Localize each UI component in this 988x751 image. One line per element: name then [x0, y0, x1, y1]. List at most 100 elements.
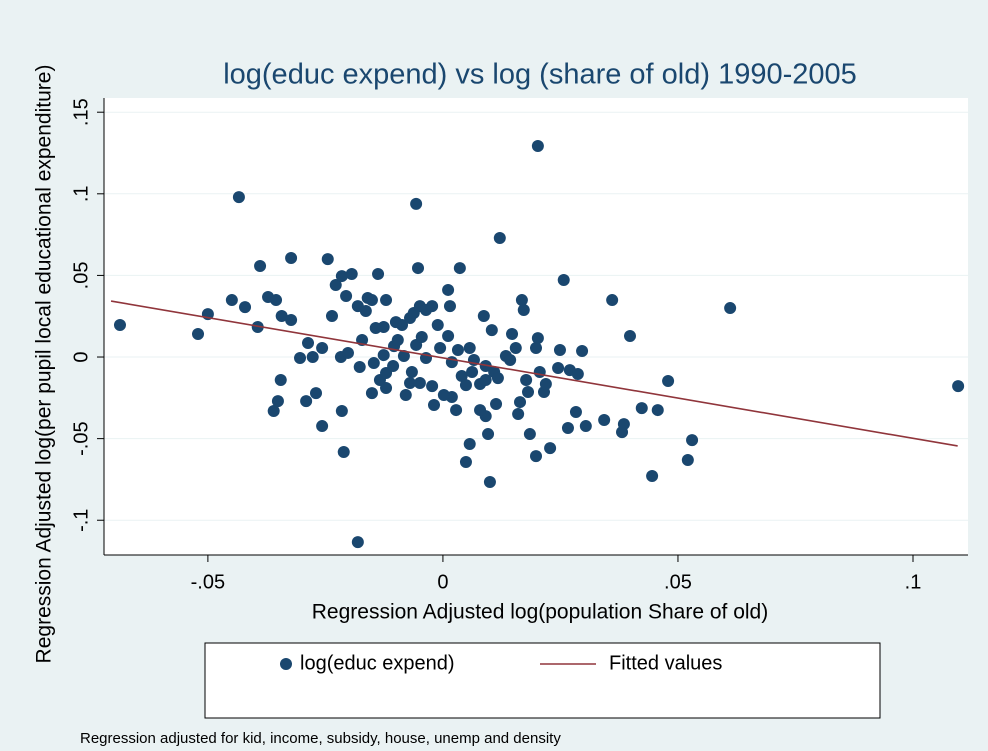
- point: [539, 377, 552, 390]
- point: [412, 262, 425, 275]
- point: [232, 191, 245, 204]
- point: [275, 310, 288, 323]
- point: [442, 283, 455, 296]
- x-tick-label: .05: [664, 571, 692, 593]
- point: [341, 346, 354, 359]
- point: [531, 332, 544, 345]
- point: [477, 310, 490, 323]
- point: [482, 428, 495, 441]
- point: [404, 376, 417, 389]
- point: [517, 304, 530, 317]
- chart-title: log(educ expend) vs log (share of old) 1…: [223, 59, 857, 91]
- point: [569, 406, 582, 419]
- point: [271, 395, 284, 408]
- point: [443, 300, 456, 313]
- point: [306, 351, 319, 364]
- point: [267, 405, 280, 418]
- point: [316, 420, 329, 433]
- point: [345, 267, 358, 280]
- point: [113, 319, 126, 332]
- point: [463, 342, 476, 355]
- y-tick-label: .05: [70, 262, 92, 290]
- point: [285, 251, 298, 264]
- point: [372, 267, 385, 280]
- point: [251, 320, 264, 333]
- point: [646, 470, 659, 483]
- point: [380, 382, 393, 395]
- point: [410, 197, 423, 210]
- point: [442, 329, 455, 342]
- point: [413, 376, 426, 389]
- point: [512, 407, 525, 420]
- point: [952, 380, 965, 393]
- point: [474, 404, 487, 417]
- point: [453, 262, 466, 275]
- point: [391, 334, 404, 347]
- point: [662, 375, 675, 388]
- point: [724, 302, 737, 315]
- point: [353, 360, 366, 373]
- legend-label: log(educ expend): [300, 652, 455, 674]
- point: [681, 454, 694, 467]
- point: [651, 404, 664, 417]
- y-tick-label: 0: [70, 351, 92, 362]
- point: [437, 389, 450, 402]
- point: [192, 328, 205, 341]
- x-tick-label: .1: [905, 571, 922, 593]
- point: [479, 374, 492, 387]
- point: [530, 342, 542, 355]
- point: [415, 330, 428, 343]
- y-tick-label: .15: [70, 98, 92, 126]
- point: [335, 270, 348, 283]
- point: [459, 379, 472, 392]
- point: [606, 294, 619, 307]
- point: [515, 294, 528, 307]
- point: [254, 259, 267, 272]
- point: [490, 398, 503, 411]
- point: [479, 359, 492, 372]
- point: [270, 294, 283, 307]
- point: [427, 399, 440, 412]
- legend: [204, 642, 881, 719]
- point: [274, 374, 287, 387]
- point: [459, 455, 472, 468]
- point: [302, 336, 315, 349]
- point: [544, 442, 557, 455]
- point: [451, 344, 464, 357]
- point: [380, 294, 393, 307]
- point: [579, 420, 592, 433]
- point: [485, 324, 498, 337]
- point: [514, 396, 527, 409]
- y-axis-label: Regression Adjusted log(per pupil local …: [33, 65, 56, 664]
- point: [377, 349, 390, 362]
- point: [533, 366, 546, 379]
- point: [493, 232, 506, 245]
- point: [491, 372, 504, 385]
- fit-line: [110, 300, 958, 447]
- point: [300, 395, 313, 408]
- point: [399, 389, 412, 402]
- point: [522, 385, 535, 398]
- x-axis-label: Regression Adjusted log(population Share…: [312, 601, 768, 624]
- y-tick-label: -.05: [70, 421, 92, 455]
- point: [337, 446, 350, 459]
- plot-area: [104, 98, 968, 555]
- point: [335, 405, 348, 418]
- point: [431, 319, 444, 332]
- point: [367, 357, 380, 370]
- point: [466, 366, 479, 379]
- point: [329, 279, 342, 292]
- point: [426, 300, 439, 313]
- point: [377, 320, 390, 333]
- point: [523, 428, 536, 441]
- y-tick-label: .1: [70, 185, 92, 202]
- point: [359, 304, 372, 317]
- point: [321, 253, 334, 266]
- point: [520, 374, 533, 387]
- y-tick-label: -.1: [70, 509, 92, 532]
- point: [504, 353, 517, 366]
- point: [571, 367, 584, 380]
- point: [635, 402, 648, 415]
- point: [389, 316, 402, 329]
- point: [463, 438, 476, 451]
